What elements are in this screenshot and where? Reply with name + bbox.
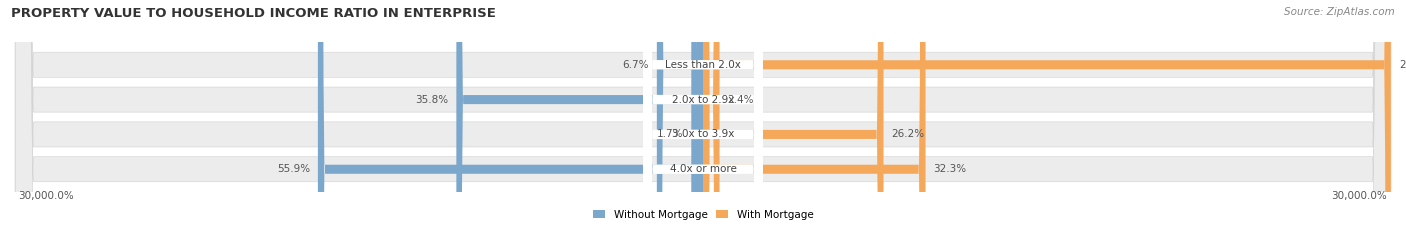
Text: Less than 2.0x: Less than 2.0x <box>665 60 741 70</box>
FancyBboxPatch shape <box>318 0 703 234</box>
Text: 2.4%: 2.4% <box>727 95 754 105</box>
FancyBboxPatch shape <box>15 0 1391 234</box>
Text: 32.3%: 32.3% <box>934 164 967 174</box>
FancyBboxPatch shape <box>703 0 720 234</box>
FancyBboxPatch shape <box>657 0 703 234</box>
FancyBboxPatch shape <box>644 0 762 234</box>
Legend: Without Mortgage, With Mortgage: Without Mortgage, With Mortgage <box>593 210 813 220</box>
FancyBboxPatch shape <box>703 0 1391 234</box>
Text: 2.0x to 2.9x: 2.0x to 2.9x <box>672 95 734 105</box>
FancyBboxPatch shape <box>692 0 703 234</box>
Text: 30,000.0%: 30,000.0% <box>18 191 75 201</box>
Text: 3.0x to 3.9x: 3.0x to 3.9x <box>672 129 734 139</box>
Text: 55.9%: 55.9% <box>277 164 309 174</box>
FancyBboxPatch shape <box>644 0 762 234</box>
Text: 6.7%: 6.7% <box>623 60 648 70</box>
Text: 30,000.0%: 30,000.0% <box>1331 191 1388 201</box>
Text: 35.8%: 35.8% <box>415 95 449 105</box>
FancyBboxPatch shape <box>644 0 762 234</box>
FancyBboxPatch shape <box>644 0 762 234</box>
Text: 26.2%: 26.2% <box>891 129 925 139</box>
Text: 4.0x or more: 4.0x or more <box>669 164 737 174</box>
Text: 1.7%: 1.7% <box>657 129 683 139</box>
FancyBboxPatch shape <box>15 0 1391 234</box>
FancyBboxPatch shape <box>703 0 883 234</box>
FancyBboxPatch shape <box>15 0 1391 234</box>
Text: Source: ZipAtlas.com: Source: ZipAtlas.com <box>1284 7 1395 17</box>
Text: PROPERTY VALUE TO HOUSEHOLD INCOME RATIO IN ENTERPRISE: PROPERTY VALUE TO HOUSEHOLD INCOME RATIO… <box>11 7 496 20</box>
FancyBboxPatch shape <box>703 0 925 234</box>
FancyBboxPatch shape <box>457 0 703 234</box>
FancyBboxPatch shape <box>15 0 1391 234</box>
Text: 29,233.9%: 29,233.9% <box>1399 60 1406 70</box>
